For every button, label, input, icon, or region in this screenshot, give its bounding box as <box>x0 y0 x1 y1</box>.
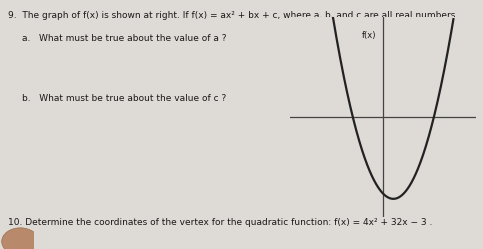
Text: f(x): f(x) <box>362 31 376 40</box>
Ellipse shape <box>2 228 39 249</box>
Text: 10. Determine the coordinates of the vertex for the quadratic function: f(x) = 4: 10. Determine the coordinates of the ver… <box>8 218 432 227</box>
Text: 9.  The graph of f(x) is shown at right. If f(x) = ax² + bx + c, where a, b, and: 9. The graph of f(x) is shown at right. … <box>8 11 458 20</box>
Text: b.   What must be true about the value of c ?: b. What must be true about the value of … <box>22 94 226 103</box>
Text: a.   What must be true about the value of a ?: a. What must be true about the value of … <box>22 34 227 43</box>
